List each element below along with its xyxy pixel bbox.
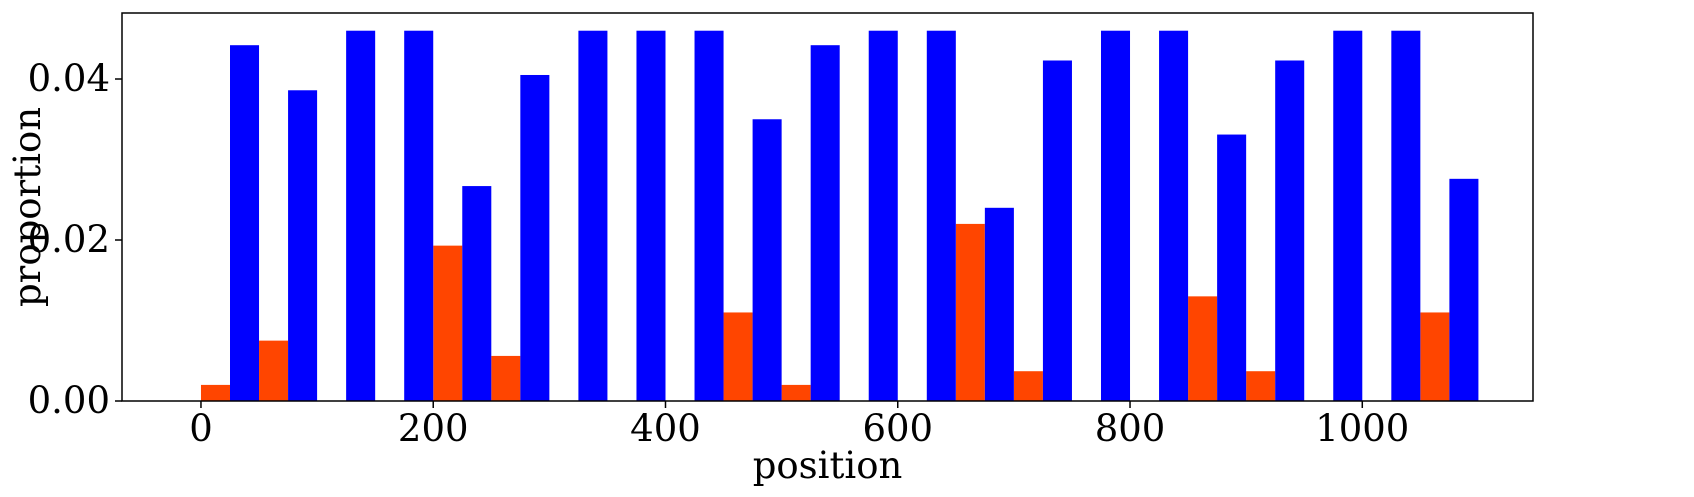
bar-series-0-7 — [1013, 371, 1043, 401]
x-tick-label: 800 — [1095, 407, 1166, 450]
bar-series-1-12 — [926, 30, 956, 402]
bar-series-1-4 — [462, 186, 492, 401]
bar-series-1-8 — [694, 30, 724, 402]
bar-series-1-3 — [404, 30, 434, 402]
bar-series-1-10 — [810, 45, 840, 402]
bar-series-1-13 — [984, 207, 1014, 401]
bar-series-1-0 — [230, 45, 260, 402]
bar-series-1-15 — [1100, 30, 1131, 402]
x-tick-label: 0 — [189, 407, 213, 450]
bar-series-1-5 — [520, 74, 550, 402]
y-tick-label: 0.04 — [28, 57, 110, 100]
bar-series-1-1 — [288, 90, 318, 401]
x-tick-label: 400 — [630, 407, 701, 450]
bar-series-0-5 — [781, 384, 811, 401]
plot-frame — [121, 12, 1534, 402]
bar-series-1-6 — [578, 30, 608, 402]
bar-series-1-16 — [1159, 30, 1189, 402]
bar-series-0-9 — [1246, 371, 1276, 401]
bar-series-1-21 — [1449, 178, 1479, 401]
x-tick-label: 600 — [862, 407, 933, 450]
bar-series-0-4 — [723, 312, 753, 401]
bars-layer — [200, 30, 1479, 402]
bar-series-0-2 — [433, 245, 463, 401]
bar-series-0-6 — [955, 223, 985, 401]
bar-series-1-2 — [346, 30, 376, 402]
bar-series-1-9 — [752, 119, 782, 401]
bar-series-1-11 — [868, 30, 898, 402]
bar-series-1-7 — [636, 30, 666, 402]
bar-series-0-3 — [491, 355, 521, 401]
bar-series-1-20 — [1391, 30, 1421, 402]
bar-series-0-0 — [200, 384, 231, 401]
bar-series-1-19 — [1333, 30, 1363, 402]
bar-series-1-14 — [1042, 60, 1072, 401]
ticks-layer: 0 200 400 600 800 1000 0.00 0.02 0.04 — [28, 57, 1410, 450]
y-tick-label: 0.00 — [28, 379, 110, 422]
bar-series-1-17 — [1217, 134, 1247, 401]
y-tick-label: 0.02 — [28, 218, 110, 261]
x-tick-label: 1000 — [1315, 407, 1409, 450]
x-axis-label: position — [753, 444, 903, 487]
x-tick-label: 200 — [398, 407, 469, 450]
bar-series-0-1 — [259, 340, 289, 401]
y-axis-label: proportion — [6, 107, 49, 307]
bar-series-0-8 — [1188, 296, 1218, 401]
bar-series-0-10 — [1420, 312, 1450, 401]
bar-series-1-18 — [1275, 60, 1305, 401]
